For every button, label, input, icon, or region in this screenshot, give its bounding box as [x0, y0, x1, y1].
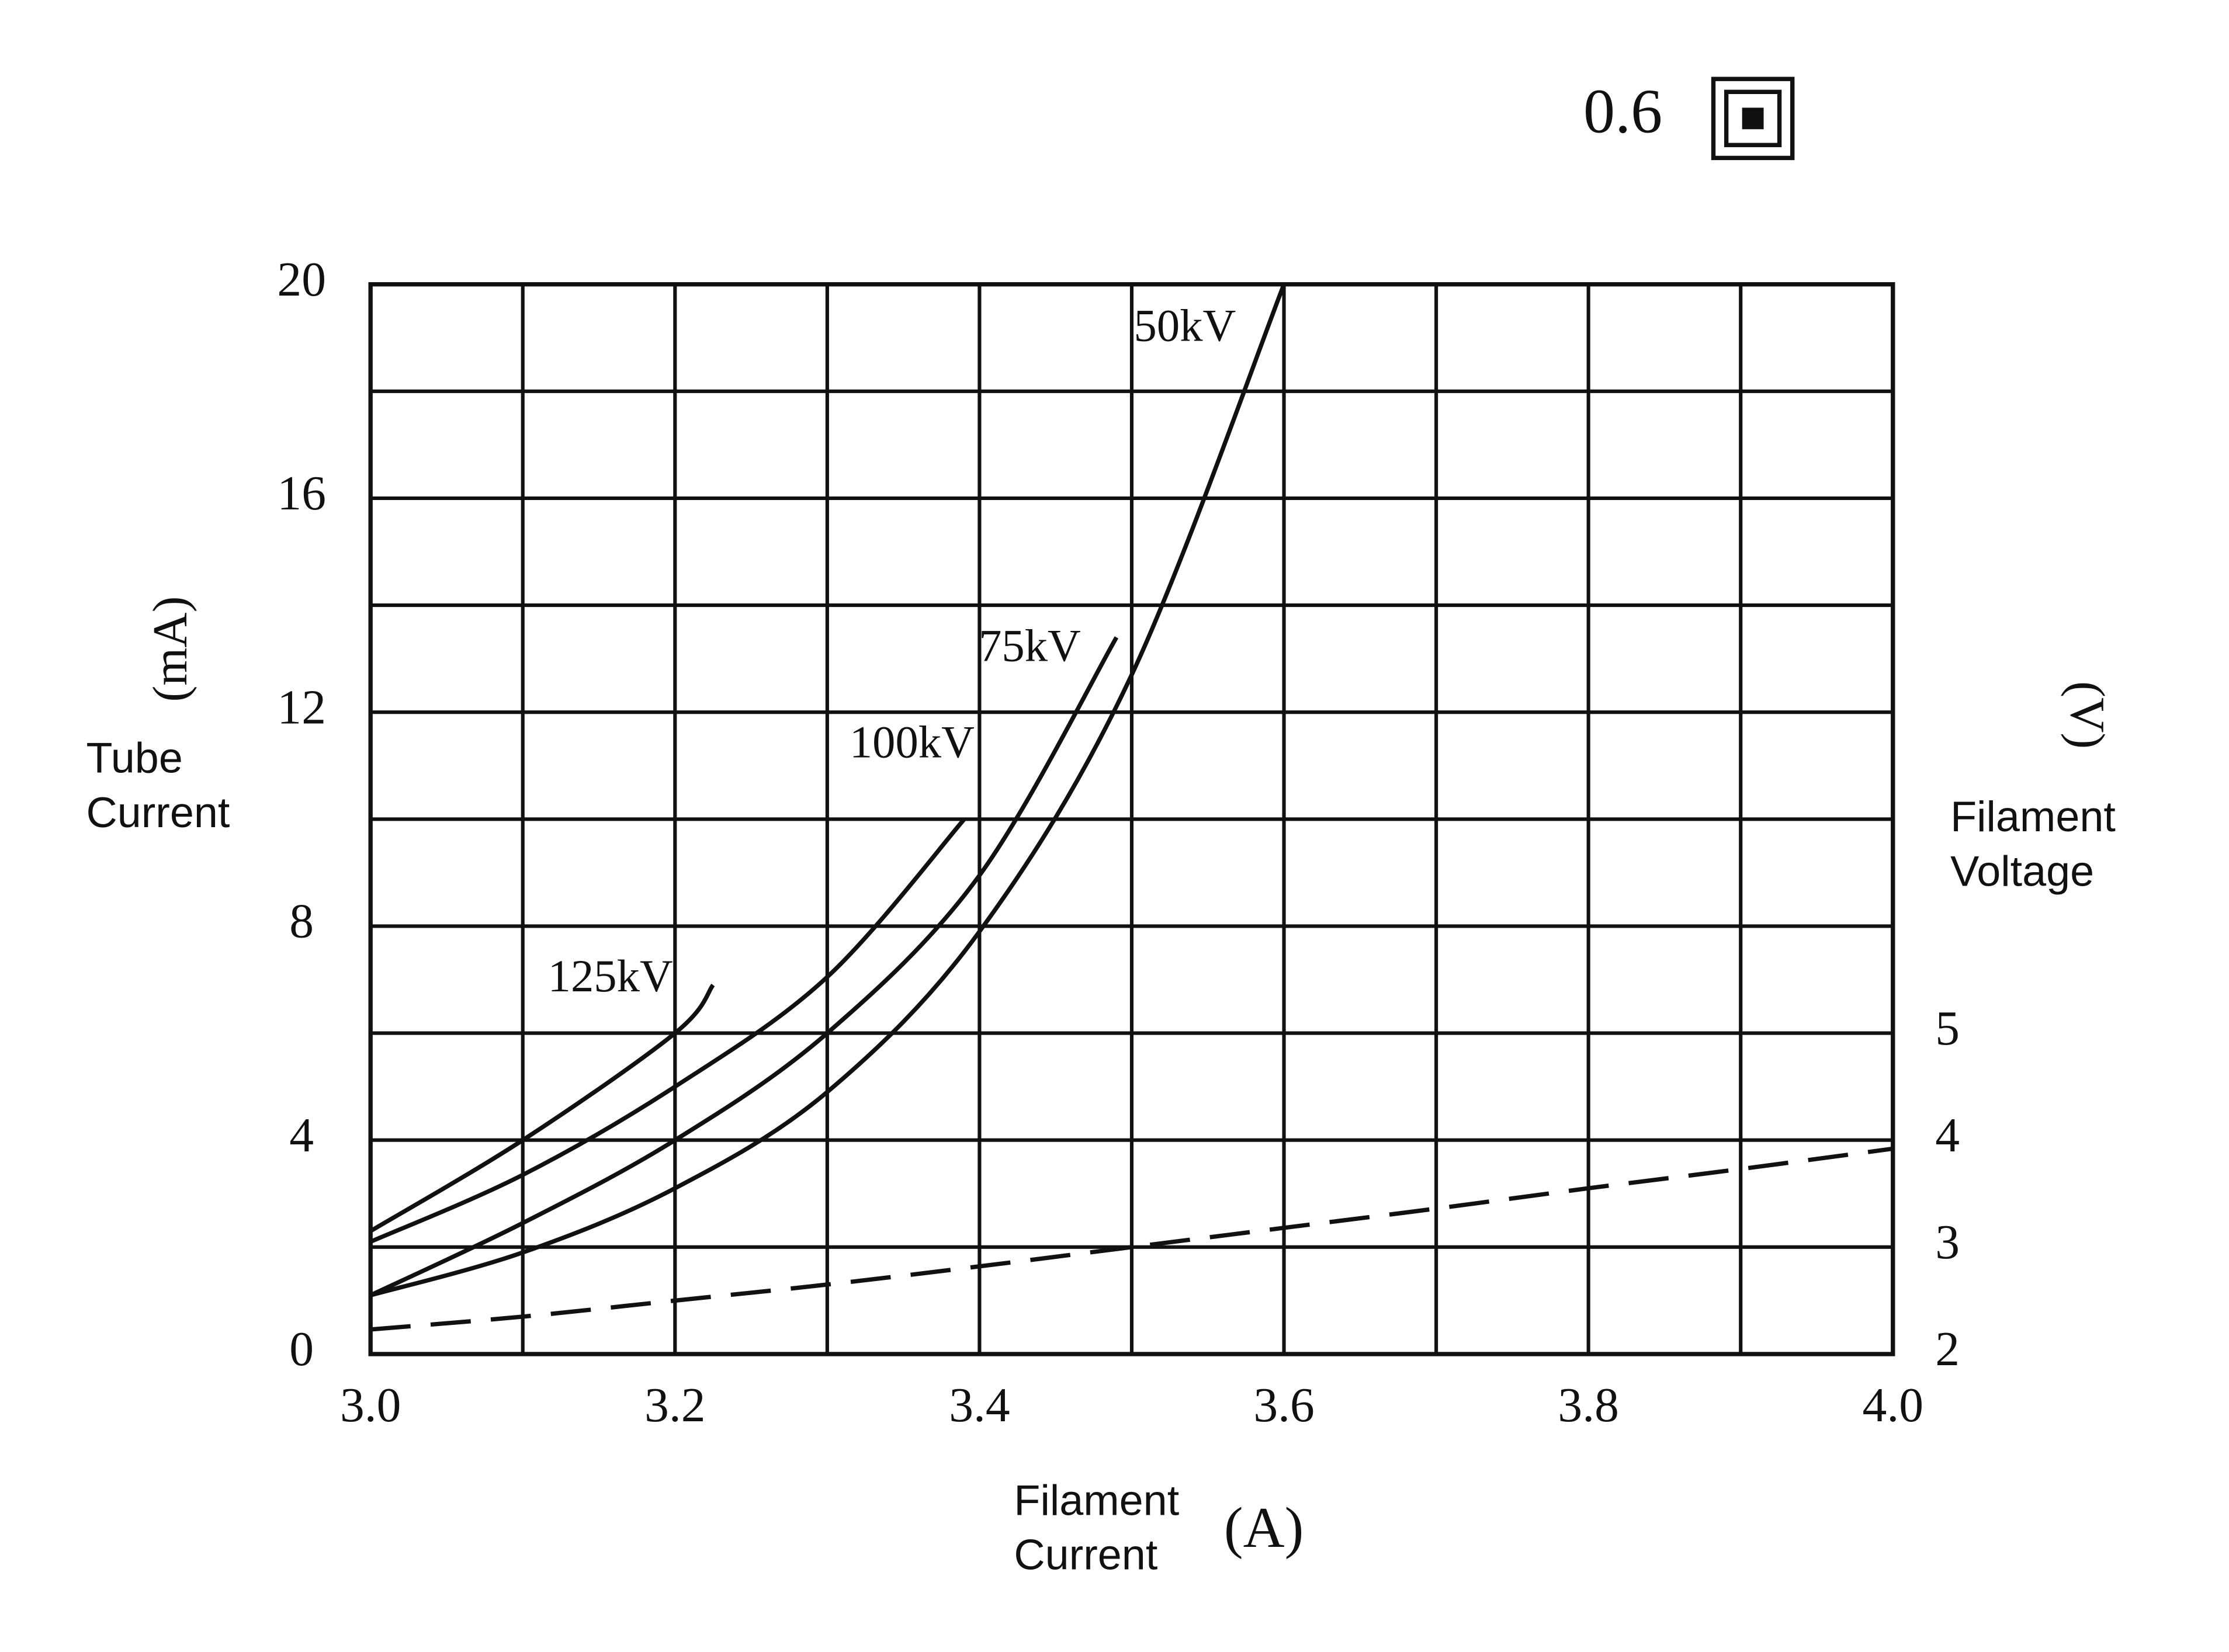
x-tick-label: 3.2 [644, 1379, 705, 1432]
y-unit: (mA) [144, 596, 197, 702]
annotation: 0.6 [1583, 77, 1662, 146]
y-tick-label: 4 [289, 1109, 314, 1162]
series-line [370, 1146, 1894, 1332]
y2-tick-label: 5 [1935, 1002, 1960, 1056]
y-tick-label: 12 [277, 681, 326, 734]
y-tick-label: 16 [277, 467, 326, 520]
series-label: 50kV [1134, 300, 1236, 351]
y-tick-label: 20 [277, 253, 326, 307]
series-line [369, 636, 1119, 1297]
y-label: Tube Current [86, 735, 230, 838]
x-tick-label: 3.4 [949, 1379, 1010, 1432]
plot-frame [368, 282, 1895, 1356]
series-line [369, 983, 715, 1233]
y2-tick-label: 2 [1935, 1323, 1960, 1376]
y-tick-label: 0 [289, 1323, 314, 1376]
series-line [369, 817, 966, 1244]
y2-tick-label: 3 [1935, 1216, 1960, 1269]
y2-label: Filament Voltage [1950, 794, 2116, 896]
x-unit: (A) [1224, 1496, 1304, 1560]
x-tick-label: 3.8 [1558, 1379, 1618, 1432]
x-tick-label: 3.0 [340, 1379, 401, 1432]
x-label: Filament Current [1014, 1477, 1180, 1580]
series-line [370, 283, 1286, 1297]
series-label: 125kV [548, 951, 673, 1002]
series-label: 75kV [979, 621, 1081, 672]
series-label: 100kV [850, 717, 975, 768]
icon [1711, 77, 1795, 161]
x-tick-label: 4.0 [1863, 1379, 1923, 1432]
y2-tick-label: 4 [1935, 1109, 1960, 1162]
x-tick-label: 3.6 [1253, 1379, 1314, 1432]
y-tick-label: 8 [289, 895, 314, 949]
y2-unit: (V) [2060, 681, 2114, 749]
